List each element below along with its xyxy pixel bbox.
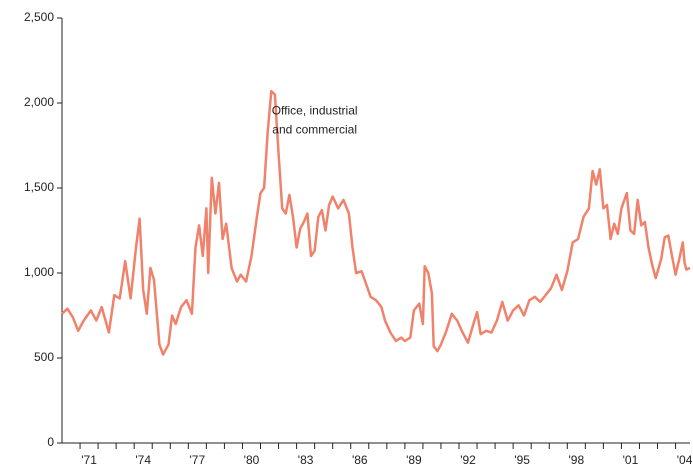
y-tick-label: 0 bbox=[47, 435, 54, 449]
y-tick-label: 500 bbox=[34, 350, 54, 364]
x-tick-label: '86 bbox=[352, 453, 368, 467]
y-tick-label: 1,500 bbox=[24, 180, 54, 194]
x-tick-label: '04 bbox=[677, 453, 693, 467]
annotation: Office, industrial bbox=[272, 104, 358, 118]
y-tick-label: 2,500 bbox=[24, 10, 54, 24]
x-tick-label: '89 bbox=[406, 453, 422, 467]
x-tick-label: '71 bbox=[81, 453, 97, 467]
x-tick-label: '74 bbox=[135, 453, 151, 467]
x-tick-label: '80 bbox=[244, 453, 260, 467]
x-tick-label: '95 bbox=[514, 453, 530, 467]
x-tick-label: '01 bbox=[623, 453, 639, 467]
y-tick-label: 1,000 bbox=[24, 265, 54, 279]
annotation: and commercial bbox=[272, 123, 357, 137]
x-tick-label: '77 bbox=[190, 453, 206, 467]
data-line bbox=[61, 89, 691, 356]
x-tick-label: '92 bbox=[460, 453, 476, 467]
x-tick-label: '98 bbox=[568, 453, 584, 467]
x-tick-label: '83 bbox=[298, 453, 314, 467]
y-tick-label: 2,000 bbox=[24, 95, 54, 109]
